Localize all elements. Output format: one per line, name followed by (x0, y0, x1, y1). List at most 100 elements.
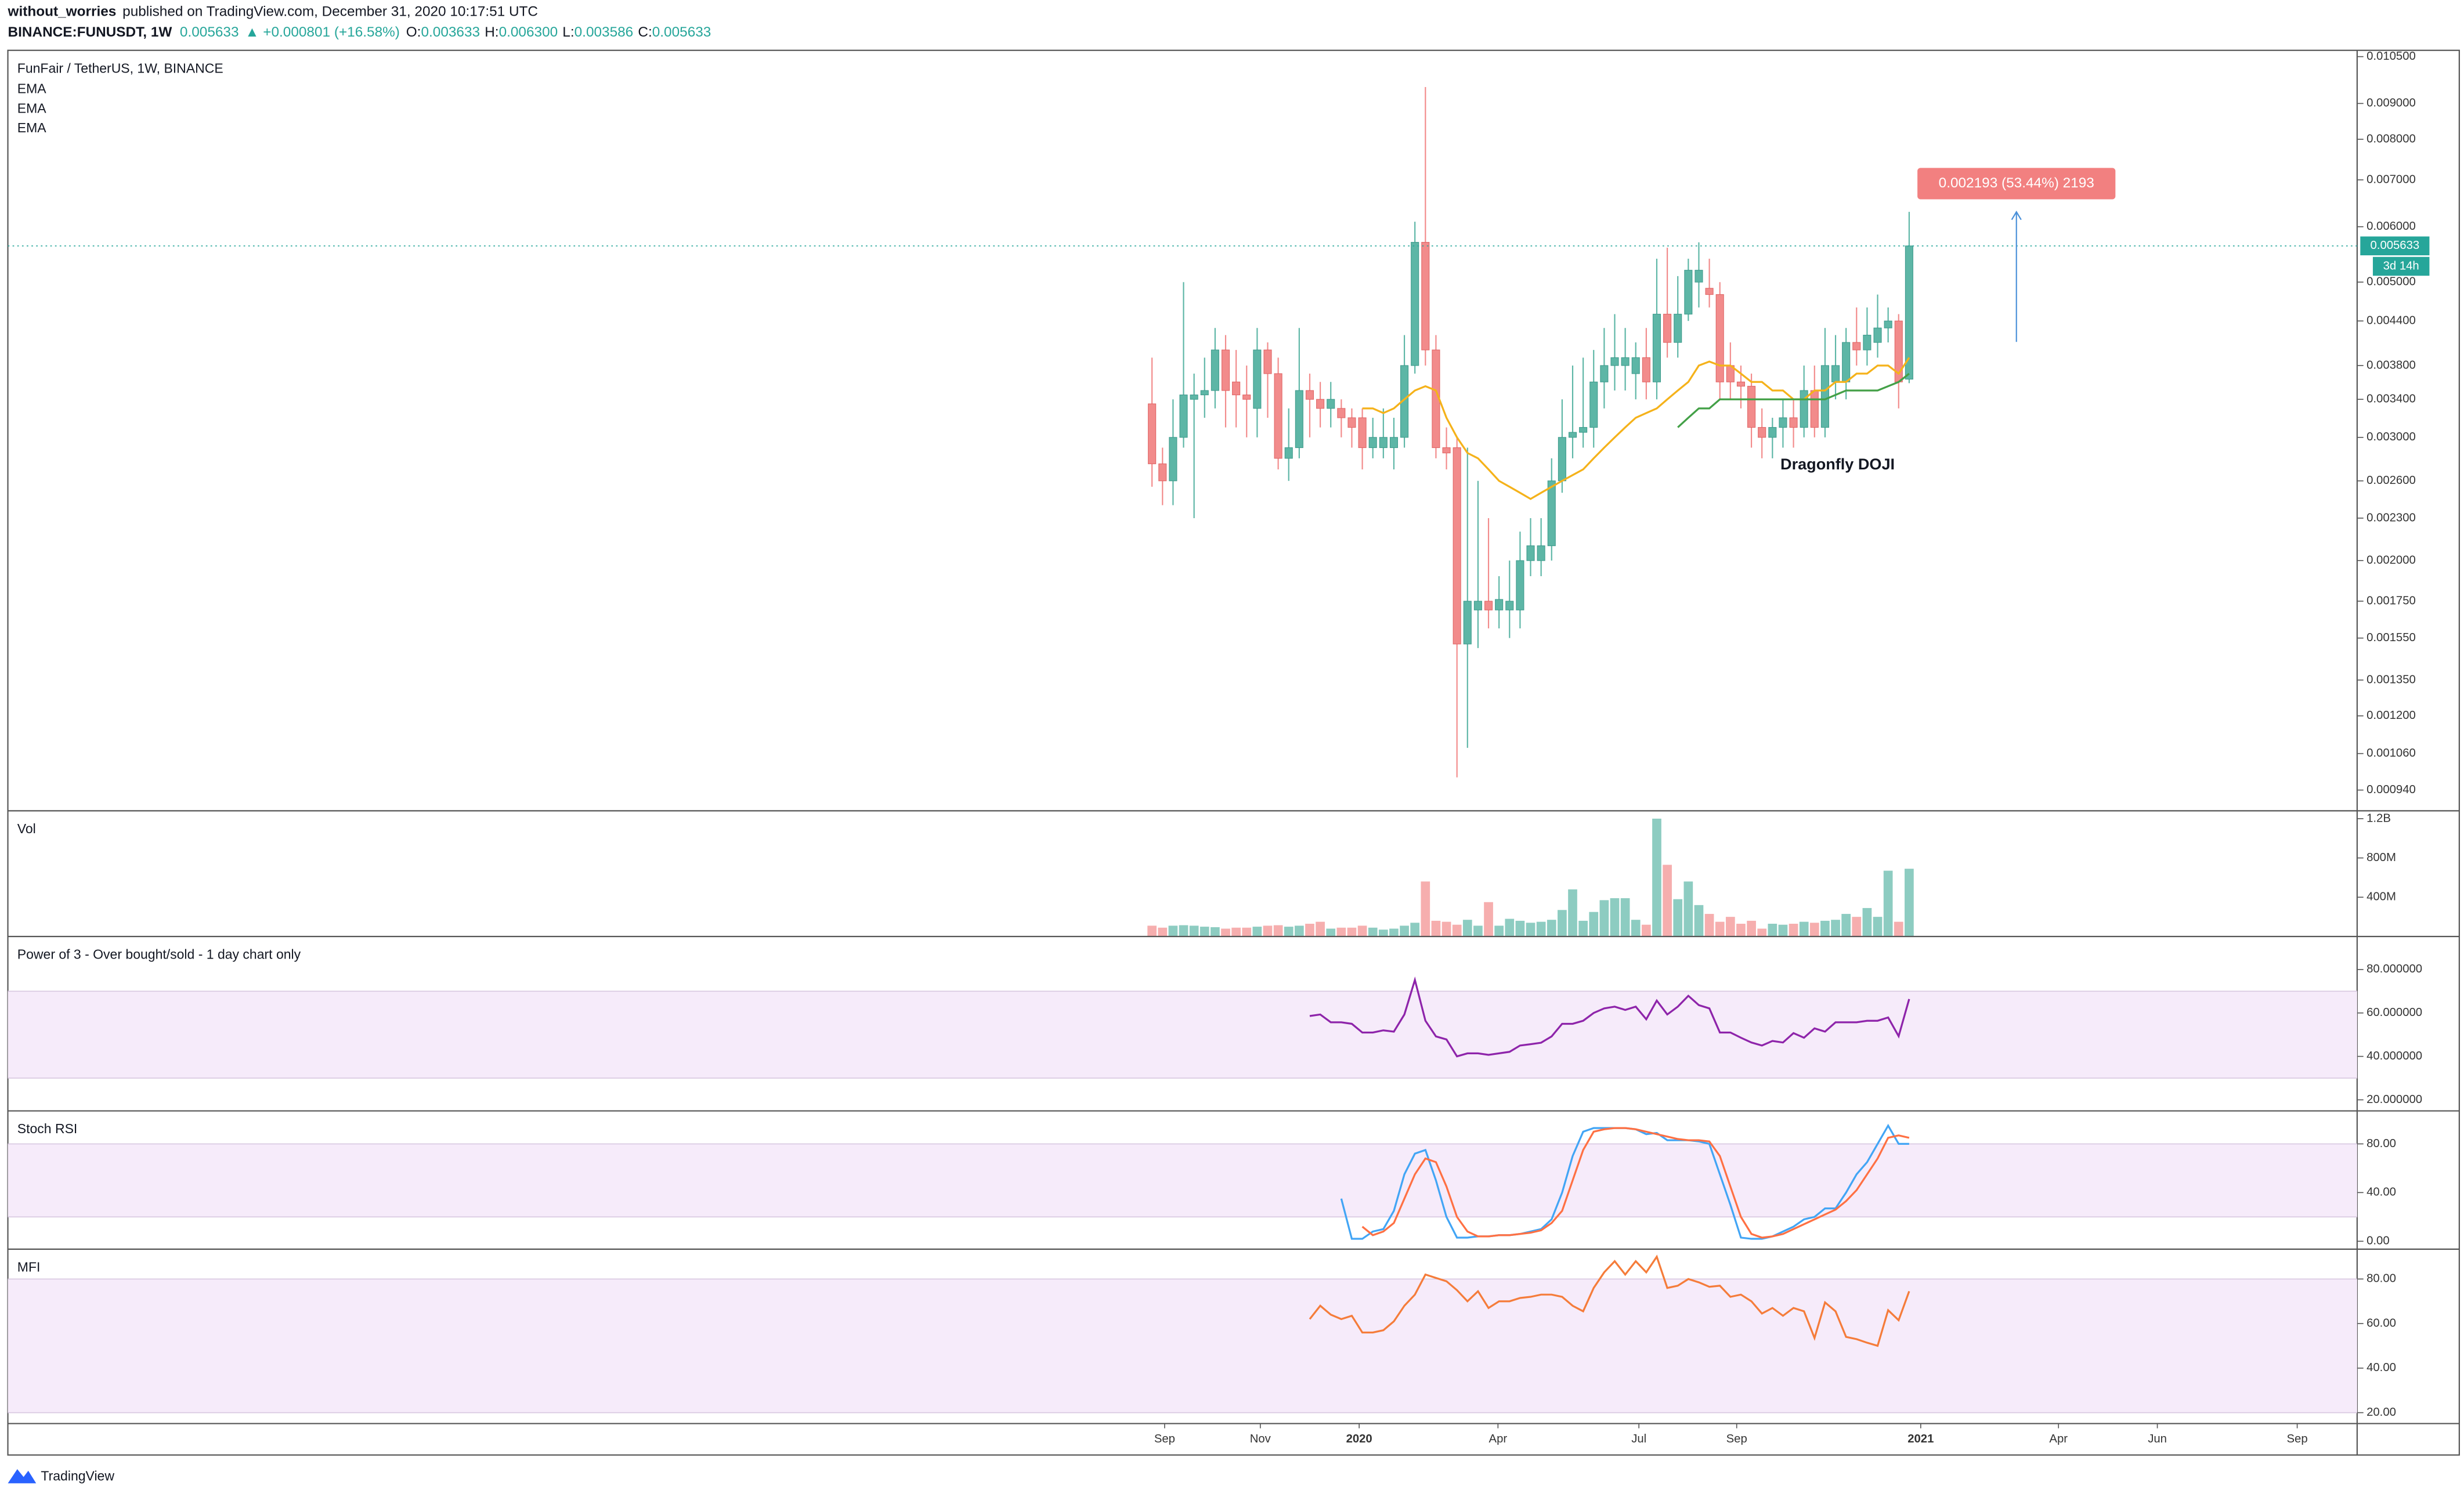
header-line2: BINANCE:FUNUSDT, 1W 0.005633 ▲ +0.000801 (… (8, 24, 711, 40)
ohlc-value: 0.005633 (652, 24, 711, 40)
series-line (1362, 357, 1910, 500)
candle-body (1232, 381, 1241, 396)
y-tick-label: 0.001350 (2367, 673, 2416, 686)
volume-bar (1494, 925, 1504, 937)
volume-bar (1652, 818, 1661, 937)
x-tick-label: Apr (2049, 1433, 2068, 1445)
y-tick-label: 0.001060 (2367, 747, 2416, 760)
volume-bar (1610, 898, 1620, 937)
candle-body (1505, 601, 1514, 610)
candle-body (1190, 395, 1198, 400)
y-tick-label: 0.003000 (2367, 431, 2416, 443)
volume-bar (1883, 870, 1893, 937)
volume-bar (1642, 924, 1651, 937)
author: without_worries (8, 4, 117, 20)
candle-body (1473, 601, 1482, 610)
volume-bar (1526, 923, 1536, 937)
volume-bar (1378, 930, 1388, 937)
volume-bar (1704, 914, 1714, 937)
volume-bar (1715, 921, 1725, 937)
candle-body (1579, 427, 1588, 433)
candle-body (1768, 427, 1777, 438)
y-tick-label: 20.00 (2367, 1406, 2396, 1419)
ohlc-value: 0.006300 (499, 24, 558, 40)
volume-bar (1547, 920, 1556, 937)
volume-bar (1809, 923, 1819, 937)
volume-bar (1841, 914, 1851, 937)
series-line (1309, 976, 1910, 1058)
candle-body (1211, 349, 1219, 391)
candle-body (1842, 342, 1851, 382)
volume-bar (1694, 905, 1704, 937)
volume-bar (1147, 925, 1157, 937)
volume-bar (1252, 927, 1262, 937)
ohlc-value: 0.003633 (421, 24, 480, 40)
candle-body (1421, 242, 1430, 350)
candle-body (1568, 432, 1577, 438)
y-tick-label: 60.000000 (2367, 1006, 2422, 1019)
candle-body (1158, 463, 1167, 482)
volume-bar (1862, 907, 1872, 937)
volume-bar (1273, 925, 1283, 937)
logo-icon (8, 1469, 37, 1484)
volume-bar (1558, 910, 1567, 937)
volume-bar (1316, 921, 1325, 937)
volume-bar (1421, 881, 1430, 937)
candle-body (1747, 386, 1756, 428)
candle-body (1242, 395, 1251, 400)
volume-bar (1326, 928, 1336, 937)
y-tick-label: 0.009000 (2367, 97, 2416, 110)
volume-bar (1768, 923, 1777, 937)
volume-bar (1505, 919, 1515, 937)
candle-body (1284, 447, 1293, 459)
volume-bar (1568, 889, 1577, 937)
y-tick-label: 0.010500 (2367, 50, 2416, 63)
volume-bar (1294, 925, 1304, 937)
volume-bar (1683, 881, 1693, 937)
y-tick-label: 0.002600 (2367, 474, 2416, 487)
pane-title: Power of 3 - Over bought/sold - 1 day ch… (17, 947, 301, 962)
candle-body (1642, 357, 1650, 382)
volume-bar (1462, 920, 1472, 937)
candle-body (1453, 447, 1461, 645)
y-tick-label: 0.005000 (2367, 276, 2416, 288)
volume-bar (1179, 925, 1188, 937)
volume-bar (1200, 927, 1209, 937)
volume-bar (1578, 920, 1588, 937)
volume-bar (1757, 928, 1767, 937)
published: published on TradingView.com, December 3… (122, 4, 538, 20)
pane-title: Stoch RSI (17, 1121, 78, 1136)
candle-body (1589, 381, 1598, 428)
volume-bar (1631, 920, 1641, 937)
candle-body (1810, 390, 1819, 428)
y-tick-label: 0.002000 (2367, 554, 2416, 567)
candle-body (1274, 373, 1282, 459)
y-tick-label: 0.006000 (2367, 220, 2416, 233)
y-tick-label: 0.001550 (2367, 631, 2416, 644)
candle-body (1179, 395, 1188, 438)
y-tick-label: 0.001750 (2367, 594, 2416, 607)
volume-bar (1368, 927, 1378, 937)
ohlc-label: L: (562, 24, 574, 40)
candle-body (1715, 294, 1724, 382)
band (8, 1144, 2357, 1217)
candle-body (1442, 447, 1451, 454)
volume-bar (1789, 923, 1798, 937)
x-tick-label: Jul (1631, 1433, 1646, 1445)
indicator-label: EMA (17, 120, 47, 135)
logo: TradingView (8, 1469, 114, 1484)
band (8, 1279, 2357, 1413)
volume-bar (1663, 865, 1672, 937)
volume-bar (1158, 927, 1168, 937)
candle-body (1148, 403, 1157, 464)
volume-bar (1589, 912, 1599, 937)
y-tick-label: 0.000940 (2367, 783, 2416, 796)
candle-body (1621, 357, 1630, 366)
ohlc-label: O: (406, 24, 421, 40)
candle-body (1253, 349, 1262, 409)
candle-body (1347, 417, 1356, 428)
volume-bar (1484, 902, 1493, 937)
band (8, 991, 2357, 1079)
